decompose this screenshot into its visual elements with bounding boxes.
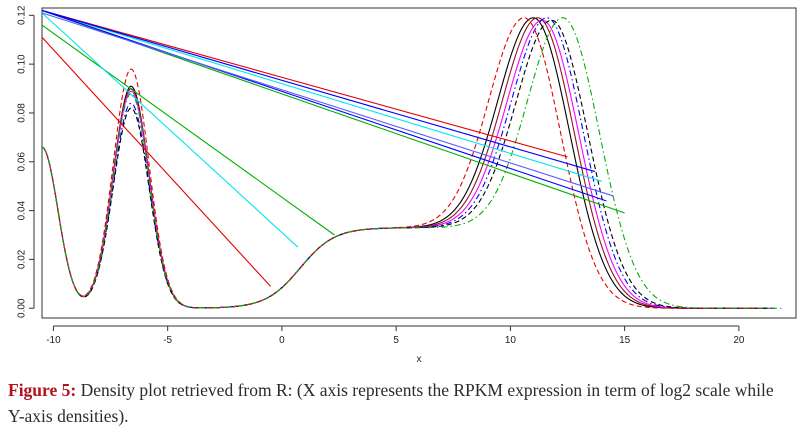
x-tick-label: -10 xyxy=(46,335,61,346)
figure-label: Figure 5: xyxy=(8,380,77,400)
x-axis-label: x xyxy=(417,354,422,365)
x-tick-label: 15 xyxy=(619,335,631,346)
density-series-line xyxy=(41,17,762,309)
density-series-line xyxy=(41,17,774,309)
straight-series-line xyxy=(41,9,596,173)
y-tick-label: 0.10 xyxy=(17,54,28,74)
figure-caption: Figure 5: Density plot retrieved from R:… xyxy=(8,377,788,429)
y-axis: 0.00 0.02 0.04 0.06 0.08 0.10 0.12 xyxy=(17,5,35,318)
straight-series-line xyxy=(41,9,568,158)
x-tick-label: 10 xyxy=(505,335,517,346)
x-axis: -10 -5 0 5 10 15 20 xyxy=(46,325,745,346)
y-tick-label: 0.12 xyxy=(17,5,28,25)
x-tick-label: 5 xyxy=(393,335,399,346)
straight-series-line xyxy=(41,12,299,248)
density-curves xyxy=(41,17,785,309)
straight-lines xyxy=(41,9,625,287)
density-series-line xyxy=(41,17,769,309)
y-tick-label: 0.02 xyxy=(17,249,28,269)
plot-frame xyxy=(41,7,797,319)
x-tick-label: -5 xyxy=(163,335,172,346)
x-tick-label: 20 xyxy=(733,335,745,346)
x-tick-label: 0 xyxy=(279,335,285,346)
straight-series-line xyxy=(41,36,271,287)
y-tick-label: 0.08 xyxy=(17,103,28,123)
caption-text: Density plot retrieved from R: (X axis r… xyxy=(8,380,774,426)
straight-series-line xyxy=(41,24,335,236)
straight-series-line xyxy=(41,9,607,202)
y-tick-label: 0.00 xyxy=(17,298,28,318)
density-series-line xyxy=(41,17,785,309)
density-plot: -10 -5 0 5 10 15 20 0.000.020.040.060.080.100.… xyxy=(17,5,797,365)
y-tick-label: 0.04 xyxy=(17,200,28,220)
straight-series-line xyxy=(41,12,614,197)
density-series-line xyxy=(41,17,767,309)
density-series-line xyxy=(41,19,776,309)
y-tick-label: 0.06 xyxy=(17,152,28,172)
straight-series-line xyxy=(41,9,602,182)
density-series-line xyxy=(41,19,771,309)
